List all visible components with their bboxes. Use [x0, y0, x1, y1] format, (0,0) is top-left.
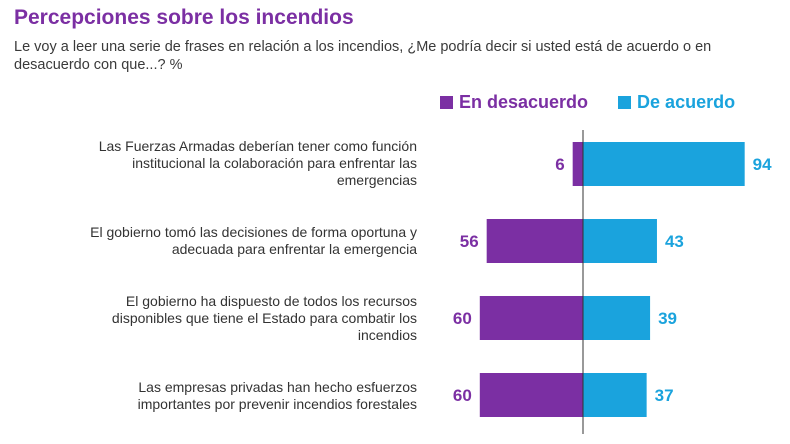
legend-item-disagree: En desacuerdo: [440, 92, 588, 113]
bar-agree-1: [583, 142, 745, 186]
value-label-disagree-2: 56: [460, 232, 479, 251]
category-label-3: El gobierno ha dispuesto de todos los re…: [111, 293, 417, 343]
legend-swatch-disagree: [440, 96, 453, 109]
value-label-disagree-4: 60: [453, 386, 472, 405]
category-label-4: Las empresas privadas han hecho esfuerzo…: [137, 379, 417, 412]
bar-agree-4: [583, 373, 647, 417]
chart-title: Percepciones sobre los incendios: [14, 6, 354, 29]
bar-agree-3: [583, 296, 651, 340]
bar-disagree-2: [486, 219, 583, 263]
legend-label-disagree: En desacuerdo: [459, 92, 589, 112]
value-label-disagree-1: 6: [555, 155, 564, 174]
bar-disagree-1: [572, 142, 583, 186]
legend-swatch-agree: [618, 96, 632, 109]
value-label-agree-1: 94: [753, 155, 772, 174]
legend-item-agree: De acuerdo: [618, 92, 735, 113]
category-label-2: El gobierno tomó las decisiones de forma…: [90, 224, 417, 257]
legend: En desacuerdo De acuerdo: [440, 92, 735, 113]
chart-subtitle: Le voy a leer una serie de frases en rel…: [14, 39, 712, 73]
bar-agree-2: [583, 219, 657, 263]
value-label-agree-3: 39: [658, 309, 677, 328]
value-label-disagree-3: 60: [453, 309, 472, 328]
value-label-agree-4: 37: [655, 386, 674, 405]
bar-disagree-4: [479, 373, 583, 417]
legend-label-agree: De acuerdo: [637, 92, 736, 112]
category-label-1: Las Fuerzas Armadas deberían tener como …: [98, 138, 417, 188]
value-label-agree-2: 43: [665, 232, 684, 251]
bar-disagree-3: [479, 296, 583, 340]
